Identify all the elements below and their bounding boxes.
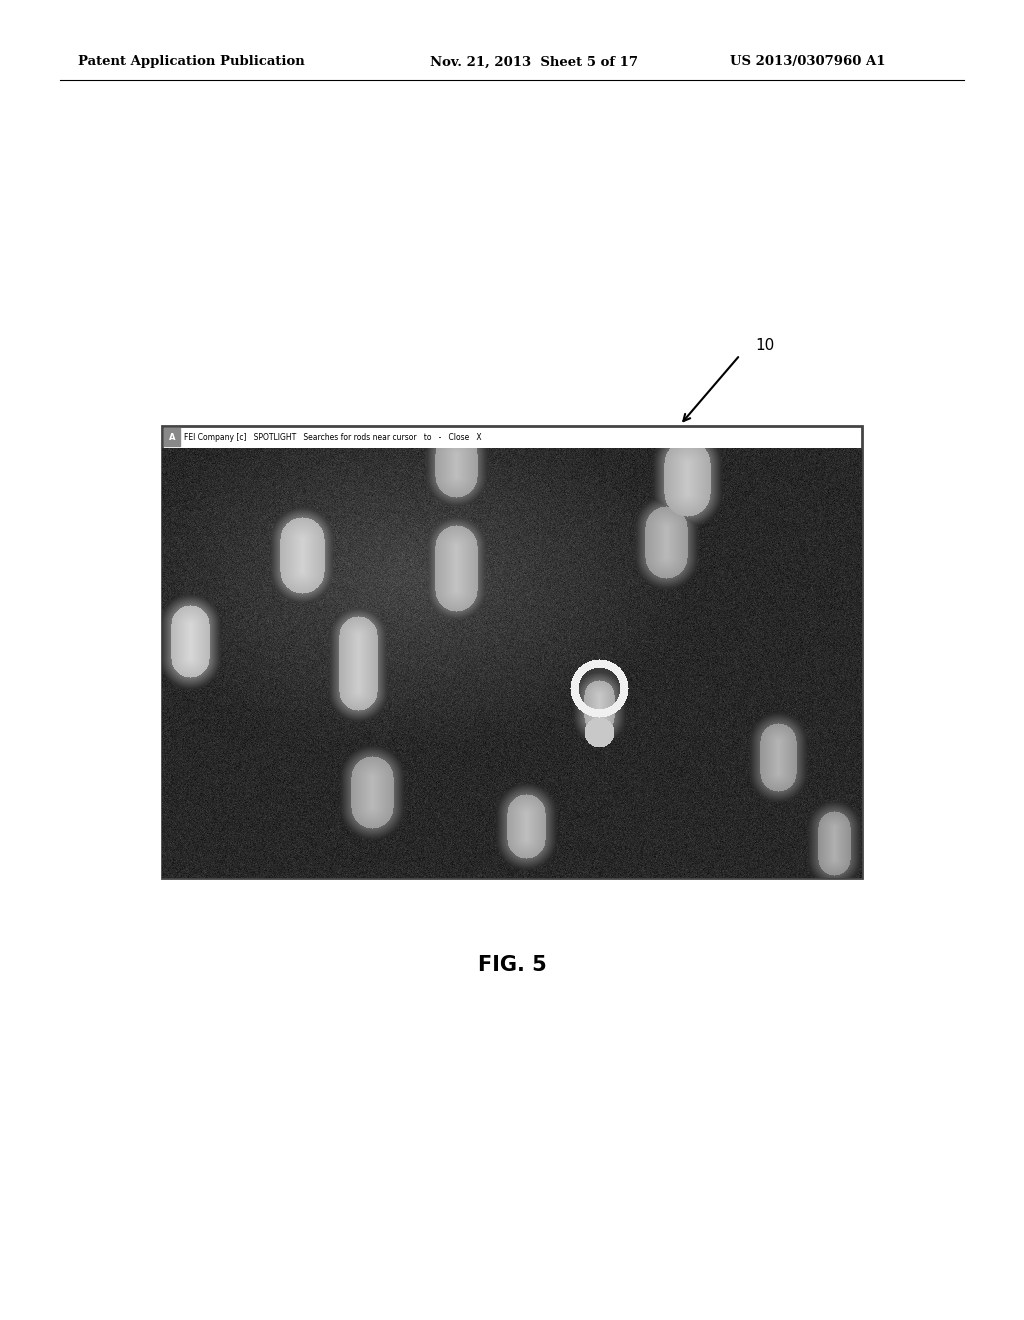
Bar bbox=[162, 426, 862, 878]
Text: A: A bbox=[169, 433, 175, 441]
Text: FIG. 5: FIG. 5 bbox=[477, 954, 547, 975]
Text: 10: 10 bbox=[755, 338, 774, 352]
Text: 16: 16 bbox=[518, 746, 534, 759]
Text: FEI Company [c]   SPOTLIGHT   Searches for rods near cursor   to   -   Close   X: FEI Company [c] SPOTLIGHT Searches for r… bbox=[184, 433, 481, 441]
Bar bbox=[164, 428, 180, 446]
Bar bbox=[515, 744, 537, 760]
Text: US 2013/0307960 A1: US 2013/0307960 A1 bbox=[730, 55, 886, 69]
Text: 1 μm: 1 μm bbox=[215, 847, 250, 861]
Text: 12: 12 bbox=[635, 594, 651, 606]
Text: Nov. 21, 2013  Sheet 5 of 17: Nov. 21, 2013 Sheet 5 of 17 bbox=[430, 55, 638, 69]
Text: Patent Application Publication: Patent Application Publication bbox=[78, 55, 305, 69]
Bar bbox=[632, 591, 654, 609]
Bar bbox=[594, 744, 616, 760]
Text: 18: 18 bbox=[597, 746, 613, 759]
